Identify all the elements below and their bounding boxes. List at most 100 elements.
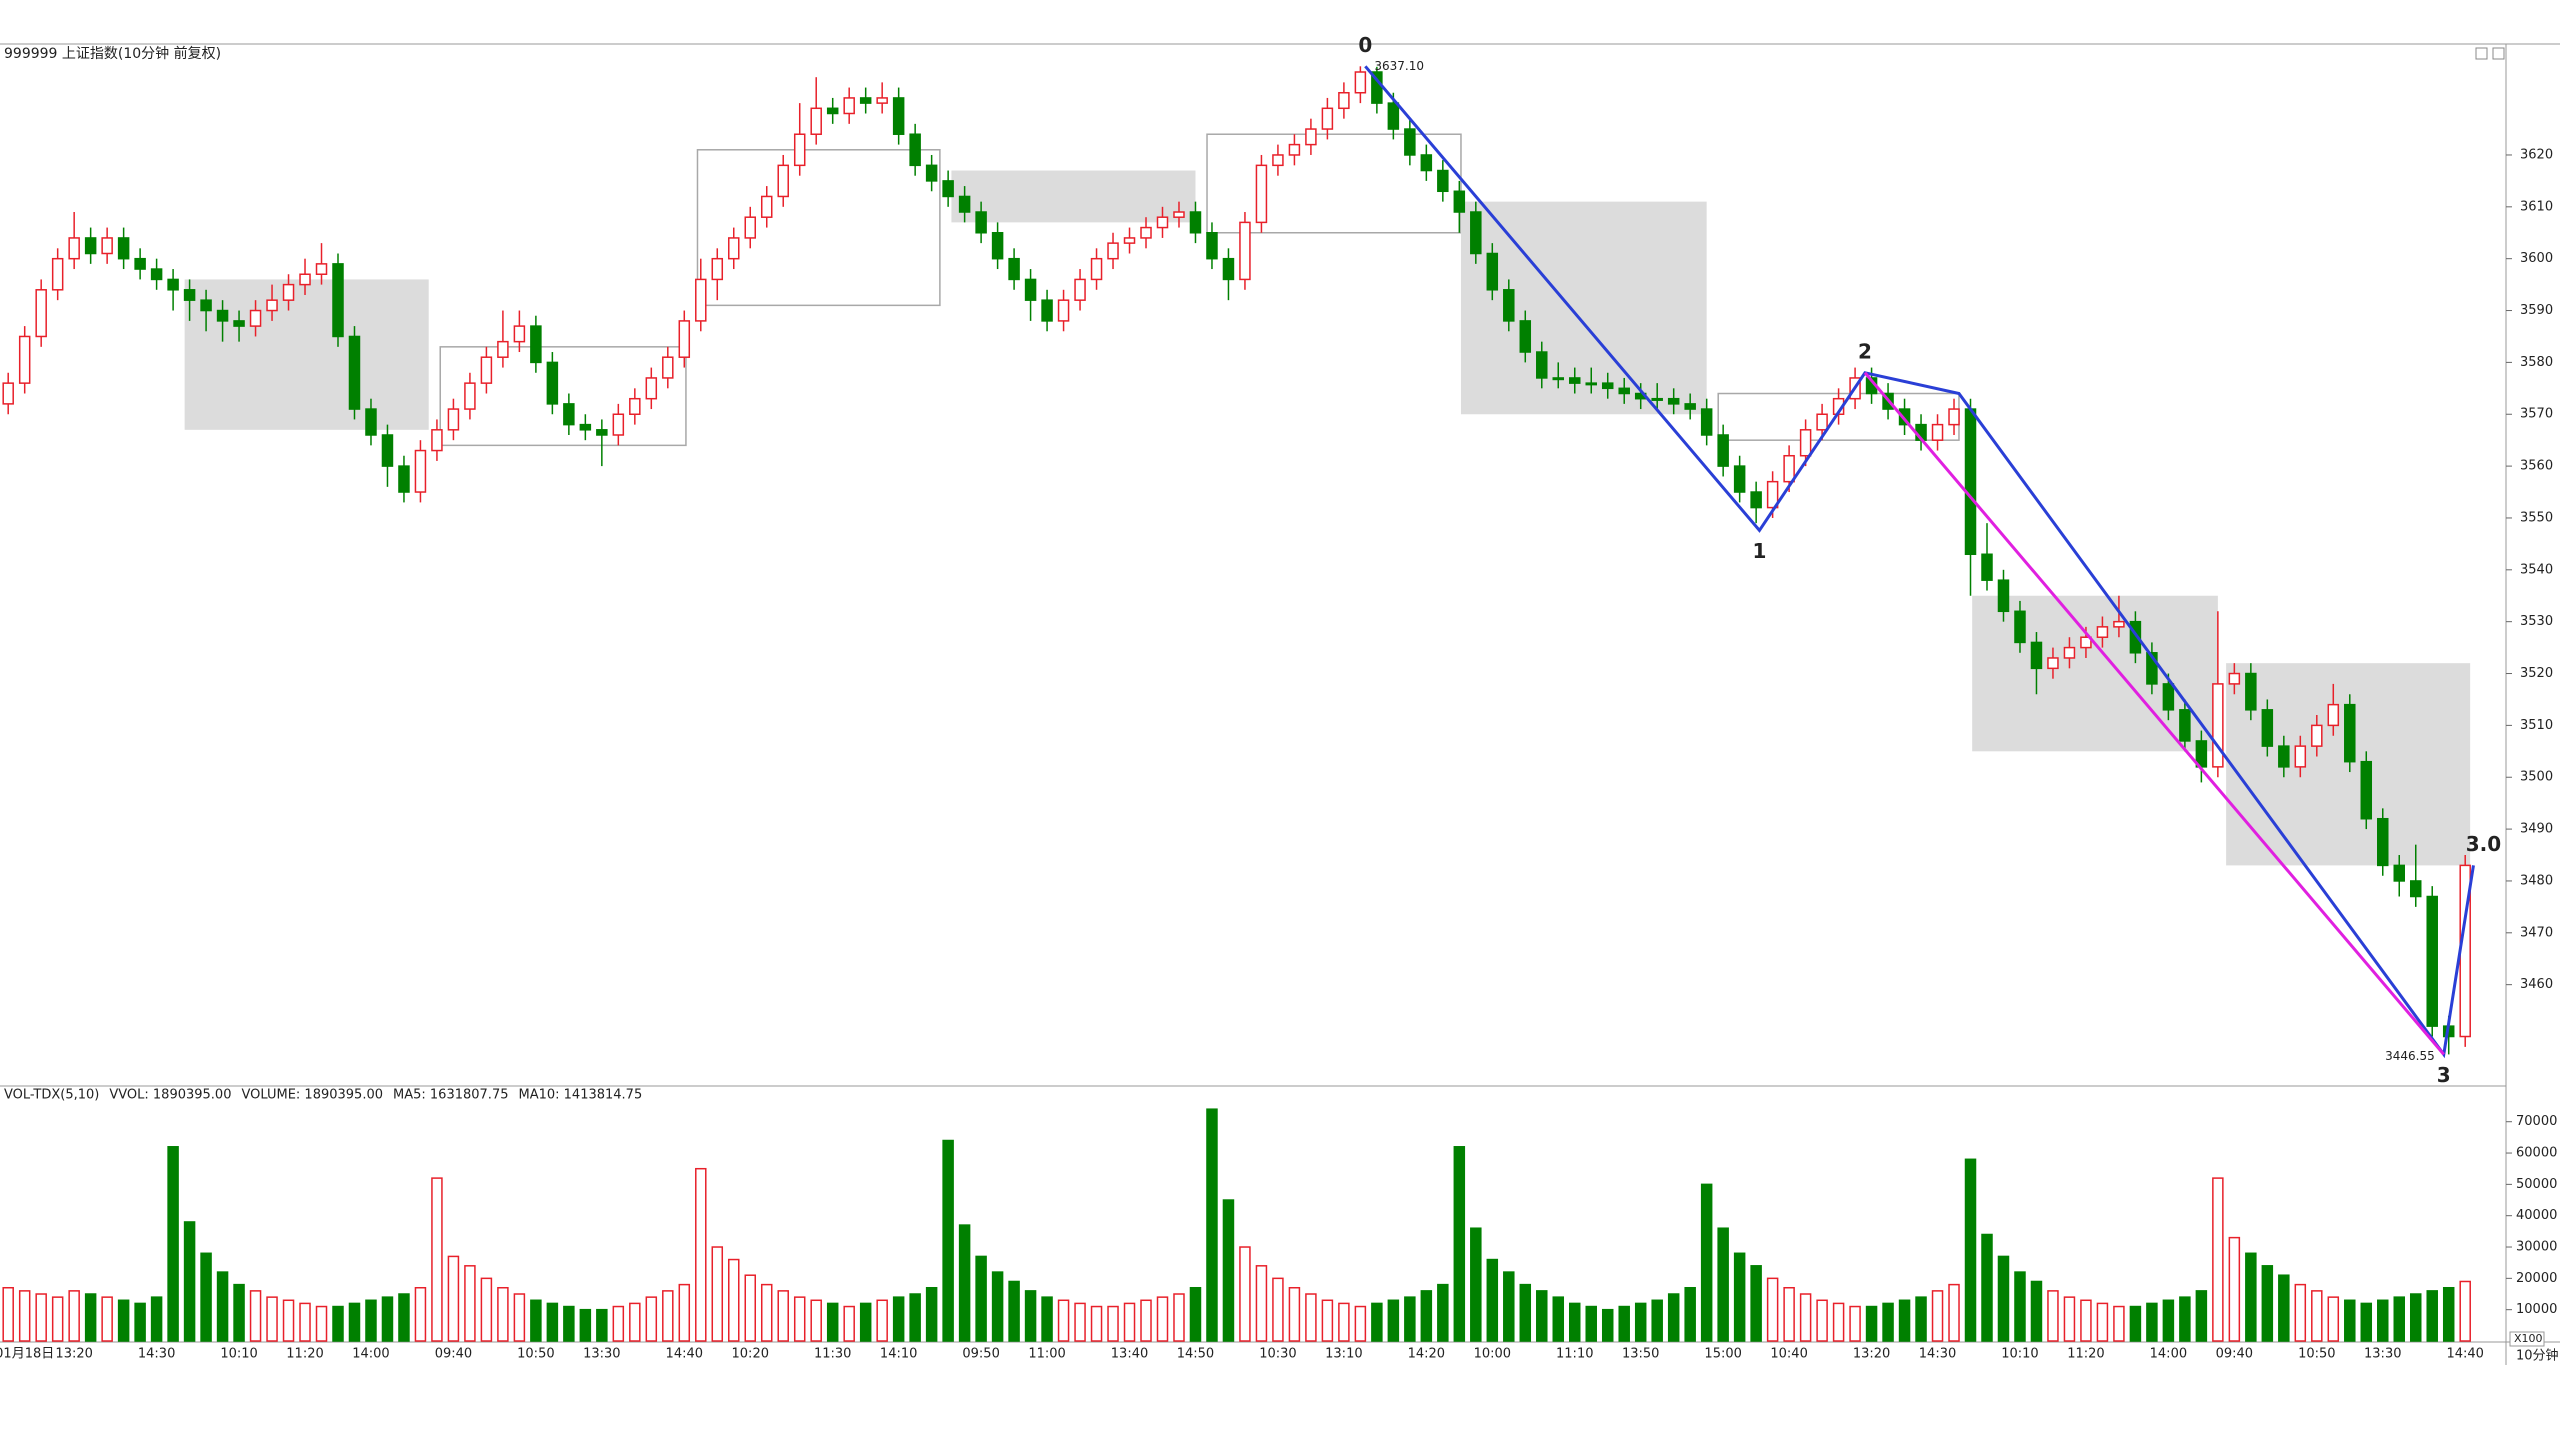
volume-bar — [1634, 1302, 1647, 1342]
candle-body — [1733, 465, 1746, 493]
volume-bar — [1321, 1299, 1334, 1342]
volume-bar — [1387, 1299, 1400, 1342]
trend-line — [1863, 371, 2445, 1056]
volume-bar — [117, 1299, 130, 1342]
volume-bar — [2327, 1296, 2340, 1342]
volume-bar — [1552, 1296, 1565, 1342]
x-tick-label: 14:30 — [138, 1347, 175, 1362]
volume-bar — [2245, 1252, 2257, 1342]
volume-bar — [1008, 1280, 1020, 1342]
wave-label: 0 — [1358, 33, 1372, 57]
x-tick-label: 14:40 — [2446, 1347, 2483, 1362]
candle-body — [1536, 351, 1548, 379]
volume-bar — [68, 1290, 80, 1342]
candle-body — [711, 257, 724, 281]
volume-bar — [348, 1302, 361, 1342]
candle-body — [843, 97, 855, 115]
volume-bar — [84, 1293, 97, 1342]
volume-bar — [101, 1296, 113, 1342]
candle-body — [1816, 413, 1828, 431]
volume-bar — [2459, 1280, 2471, 1342]
volume-bar — [909, 1293, 921, 1342]
candle-body — [414, 449, 427, 493]
candle-body — [216, 309, 229, 322]
x-tick-label: 13:40 — [1111, 1347, 1148, 1362]
pivot-zone — [2226, 663, 2471, 866]
candle-body — [233, 320, 245, 327]
volume-bar — [299, 1302, 311, 1342]
candle-body — [579, 423, 592, 431]
candle-body — [1123, 237, 1136, 244]
candle-body — [1766, 480, 1779, 509]
y-unit-label: X100 — [2514, 1332, 2543, 1345]
candle-body — [1601, 382, 1614, 390]
volume-bar — [1074, 1302, 1086, 1342]
candle-body — [365, 408, 377, 436]
y-tick-label: 3470 — [2520, 925, 2553, 940]
y-tick-label: 3600 — [2520, 251, 2553, 266]
candle-body — [2360, 760, 2373, 820]
volume-bar — [760, 1283, 773, 1342]
wave-label: 3.0 — [2466, 832, 2501, 856]
x-tick-label: 13:10 — [1325, 1347, 1362, 1362]
volume-bar — [728, 1258, 740, 1342]
x-tick-label: 14:40 — [666, 1347, 703, 1362]
volume-bar — [315, 1305, 328, 1342]
candle-body — [1239, 221, 1251, 281]
x-tick-label: 13:20 — [55, 1347, 92, 1362]
indicator-label: MA10: 1413814.75 — [518, 1088, 642, 1103]
candle-body — [282, 283, 295, 301]
y-tick-label: 3550 — [2520, 510, 2553, 525]
candle-body — [909, 133, 921, 167]
volume-bar — [975, 1255, 987, 1342]
candle-body — [1667, 397, 1680, 405]
volume-bar — [183, 1221, 196, 1342]
candle-body — [150, 268, 163, 281]
candle-body — [1206, 232, 1218, 260]
candle-body — [2063, 646, 2076, 659]
candle-body — [447, 408, 460, 431]
volume-bar — [1997, 1255, 2010, 1342]
candle-body — [1288, 143, 1301, 156]
candle-body — [2212, 683, 2224, 768]
candle-body — [2162, 683, 2175, 711]
volume-bar — [645, 1296, 658, 1342]
volume-bar — [1849, 1305, 1861, 1342]
x-tick-label: 11:20 — [286, 1347, 323, 1362]
volume-bar — [859, 1302, 872, 1342]
volume-bar — [1667, 1293, 1680, 1342]
volume-bar — [1981, 1233, 1993, 1342]
x-tick-label: 11:20 — [2067, 1347, 2104, 1362]
candle-body — [348, 335, 361, 410]
candle-body — [35, 289, 47, 338]
candle-body — [1272, 154, 1284, 167]
y-tick-label: 3570 — [2520, 407, 2553, 422]
candle-body — [1964, 408, 1977, 556]
pivot-range — [1206, 133, 1462, 234]
volume-bar — [1832, 1302, 1845, 1342]
pivot-zone — [951, 170, 1196, 223]
volume-bar — [1206, 1108, 1218, 1342]
candle-body — [793, 133, 806, 167]
candle-body — [563, 403, 575, 426]
candle-body — [1420, 154, 1433, 172]
window-icon[interactable] — [2492, 47, 2505, 60]
candle-body — [2245, 672, 2257, 711]
candle-body — [200, 299, 212, 312]
volume-bar — [810, 1299, 822, 1342]
volume-bar — [1898, 1299, 1911, 1342]
volume-bar — [563, 1305, 575, 1342]
x-tick-label: 09:50 — [962, 1347, 999, 1362]
candle-body — [183, 289, 196, 301]
candle-body — [2327, 703, 2340, 727]
x-tick-label: 01月18日 — [0, 1347, 54, 1362]
volume-bar — [398, 1293, 410, 1342]
volume-bar — [1239, 1246, 1251, 1342]
candle-body — [1503, 289, 1515, 322]
volume-bar — [1816, 1299, 1828, 1342]
y-tick-label: 3510 — [2520, 718, 2553, 733]
candle-body — [84, 237, 97, 255]
window-icon[interactable] — [2475, 47, 2488, 60]
volume-bar — [1041, 1296, 1053, 1342]
candle-body — [810, 107, 822, 135]
